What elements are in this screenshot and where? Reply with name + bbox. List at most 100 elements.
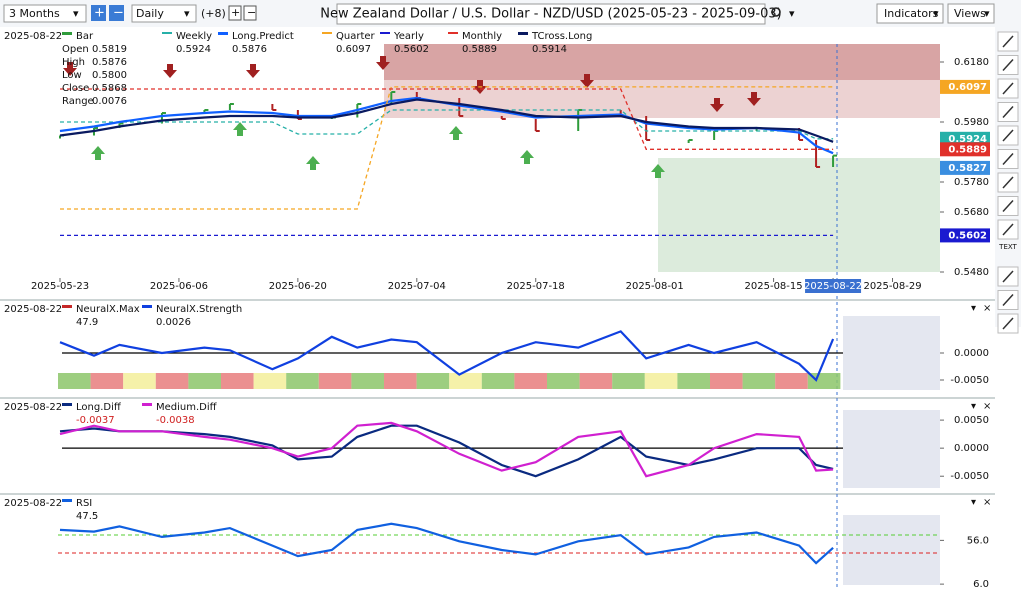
buy-arrow (520, 150, 534, 164)
zoom-out[interactable] (109, 5, 124, 21)
indicators-button[interactable] (876, 3, 944, 24)
price-badge (940, 228, 990, 243)
y-tick-label: 0.5780 (954, 177, 989, 188)
toolbar: 3 Months ▾ + − Daily ▾ (+8) + − New Zeal… (0, 0, 1021, 27)
range-text: 3 Months (9, 7, 60, 20)
strength-cell (286, 373, 319, 389)
legend-label: Quarter (336, 31, 376, 42)
offset-plus[interactable] (228, 5, 242, 21)
side-toolbar: TEXT (995, 27, 1021, 334)
future-area (843, 410, 940, 488)
resistance-zone-light (384, 80, 940, 118)
legend-swatch (62, 305, 72, 308)
legend-label: RSI (76, 498, 92, 509)
panel-date: 2025-08-22 (4, 31, 62, 42)
strength-cell (221, 373, 254, 389)
legend-label: NeuralX.Max (76, 304, 140, 315)
ohlc-value: 0.5876 (92, 57, 127, 68)
x-tick-highlight (805, 279, 862, 293)
strength-cell (90, 373, 124, 389)
offset-minus[interactable] (243, 5, 257, 21)
series-line (60, 86, 834, 210)
legend-label: Bar (76, 31, 94, 42)
legend-value: 47.5 (76, 511, 98, 522)
ohlc-value: 0.5868 (92, 83, 127, 94)
y-tick-label: 6.0 (973, 579, 989, 589)
strength-cell (351, 373, 384, 389)
x-tick-label: 2025-08-29 (863, 281, 921, 292)
x-tick-label: 2025-05-23 (31, 281, 89, 292)
ohlc-value: 0.0076 (92, 96, 127, 107)
legend-swatch (62, 32, 72, 35)
text-tool[interactable]: TEXT (998, 243, 1017, 251)
tool-icon (1002, 129, 1014, 142)
y-tick-label: 56.0 (967, 535, 989, 546)
legend-label: Yearly (393, 31, 424, 42)
strength-cell (644, 373, 678, 389)
panel-menu[interactable]: ▾ (971, 497, 976, 508)
panel-menu[interactable]: ▾ (971, 303, 976, 314)
future-area (843, 515, 940, 585)
interval-select[interactable] (131, 4, 197, 23)
legend-label: Long.Diff (76, 402, 122, 413)
legend-swatch (142, 305, 152, 308)
panel-close[interactable]: × (983, 401, 991, 412)
indicators-text: Indicators (884, 7, 939, 20)
y-tick-label: 0.6180 (954, 57, 989, 68)
legend-value: 47.9 (76, 317, 98, 328)
legend-value: 0.5602 (394, 44, 429, 55)
buy-arrow (449, 126, 463, 140)
y-tick-label: 0.5980 (954, 117, 989, 128)
legend-swatch (322, 32, 332, 34)
legend-value: 0.6097 (336, 44, 371, 55)
series-line (59, 98, 834, 143)
series-line (59, 522, 834, 565)
legend-label: Medium.Diff (156, 402, 218, 413)
x-tick-label: 2025-06-06 (150, 281, 208, 292)
tool-icon (1002, 199, 1014, 213)
tool-icon (1002, 35, 1014, 48)
tool-icon (1002, 176, 1014, 189)
y-tick-label: 0.0050 (954, 415, 989, 426)
panel-date: 2025-08-22 (4, 402, 62, 413)
tool-icon (1002, 58, 1014, 72)
legend-value: 0.5924 (176, 44, 211, 55)
legend-value: -0.0038 (156, 415, 195, 426)
x-tick-label: 2025-06-20 (269, 281, 327, 292)
strength-cell (742, 373, 776, 389)
panel-close[interactable]: × (983, 303, 991, 314)
caret: ▾ (933, 7, 939, 20)
range-select[interactable] (3, 4, 87, 23)
y-tick-label: -0.0050 (950, 375, 989, 386)
resistance-zone (384, 44, 940, 80)
price-badge-label: 0.5889 (948, 144, 987, 155)
zoom-in[interactable] (91, 5, 106, 21)
legend-swatch (62, 499, 72, 502)
tool-icon (1002, 82, 1014, 95)
panel-menu[interactable]: ▾ (971, 401, 976, 412)
legend-label: Weekly (176, 31, 212, 42)
strength-cell (253, 373, 287, 389)
caret: ▾ (984, 7, 990, 20)
tool-icon (1002, 317, 1014, 330)
offset-text: (+8) (201, 7, 226, 20)
strength-cell (579, 373, 613, 389)
panel-date: 2025-08-22 (4, 498, 62, 509)
future-area (843, 316, 940, 390)
strength-cell (677, 373, 710, 389)
sell-arrow (376, 56, 390, 70)
views-button[interactable] (947, 3, 995, 24)
legend-swatch (162, 32, 172, 34)
series-line (60, 88, 834, 150)
buy-arrow (651, 164, 665, 178)
search-icon[interactable] (771, 7, 781, 17)
tool-icon (1002, 105, 1014, 119)
panel-close[interactable]: × (983, 497, 991, 508)
legend-swatch (448, 32, 458, 34)
strength-cell (612, 373, 645, 389)
legend-label: TCross.Long (531, 31, 592, 42)
symbol-box[interactable] (336, 3, 766, 25)
legend-value: 0.5876 (232, 44, 267, 55)
caret: ▾ (789, 7, 795, 20)
sell-arrow (63, 62, 77, 76)
